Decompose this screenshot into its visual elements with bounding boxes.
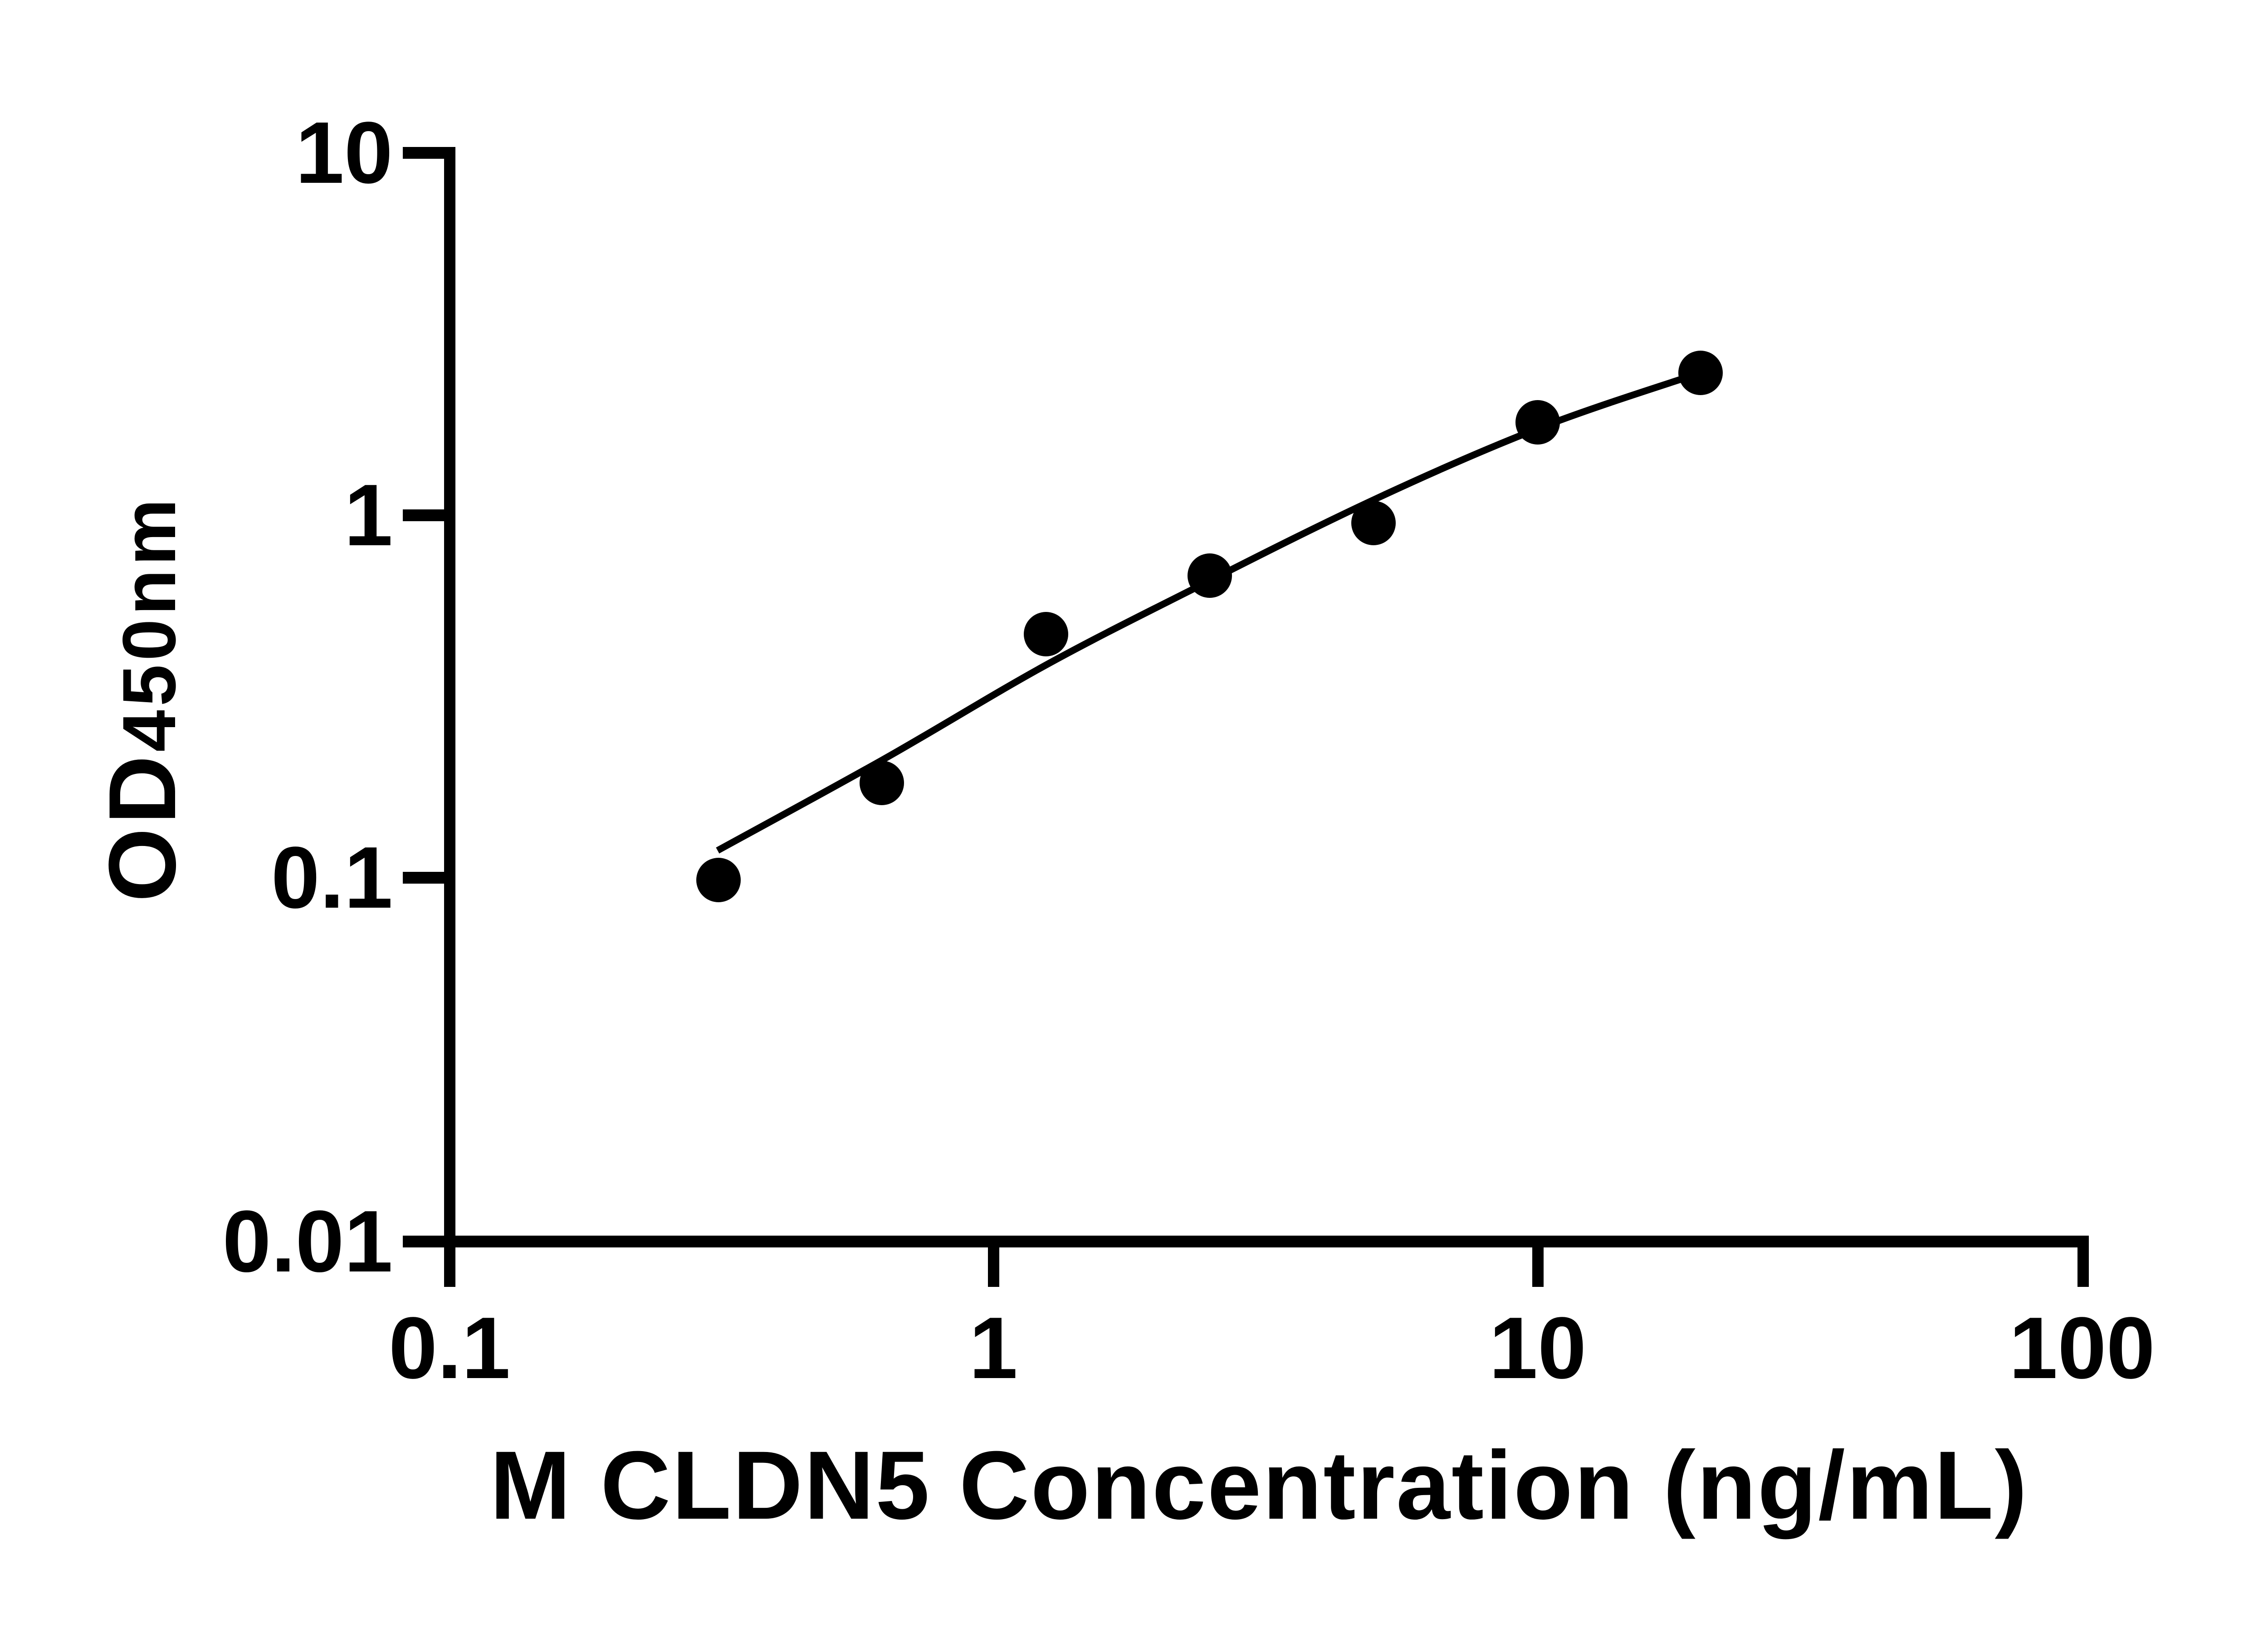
svg-text:OD450nm: OD450nm: [89, 495, 196, 902]
svg-text:0.01: 0.01: [222, 1192, 393, 1290]
svg-text:10: 10: [1489, 1299, 1587, 1397]
svg-text:100: 100: [2009, 1299, 2155, 1397]
svg-text:0.1: 0.1: [389, 1299, 510, 1397]
svg-text:0.1: 0.1: [271, 828, 393, 926]
svg-text:10: 10: [295, 103, 393, 201]
svg-text:1: 1: [969, 1299, 1017, 1397]
svg-text:M CLDN5 Concentration (ng/mL): M CLDN5 Concentration (ng/mL): [490, 1431, 2028, 1540]
svg-text:1: 1: [344, 466, 393, 564]
